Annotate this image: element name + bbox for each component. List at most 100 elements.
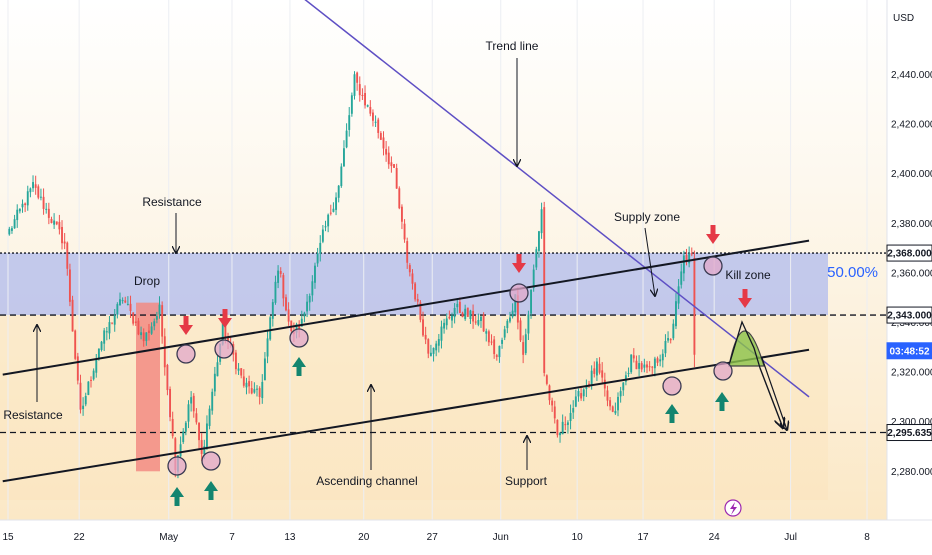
candle-body (190, 397, 193, 404)
candle (361, 88, 364, 101)
candle-body (572, 408, 575, 413)
up-arrow-icon (665, 404, 679, 423)
candle-body (187, 404, 190, 422)
candle-body (574, 396, 577, 407)
candle (234, 349, 237, 375)
candle (140, 326, 143, 340)
candle-body (480, 316, 482, 321)
candle (179, 436, 182, 459)
candle (121, 297, 124, 304)
candle (132, 312, 135, 326)
lightning-icon[interactable] (724, 499, 742, 517)
candle (24, 202, 27, 213)
candle-body (387, 152, 390, 165)
candle (166, 363, 169, 396)
candle (487, 329, 490, 346)
candle (216, 354, 219, 377)
candle (624, 371, 627, 386)
candle-body (374, 121, 377, 123)
supply-zone-pointer (644, 227, 655, 296)
candle (308, 293, 311, 311)
candle (195, 408, 198, 425)
candle-body (50, 218, 53, 223)
candle (82, 397, 85, 416)
candle-body (300, 318, 303, 327)
candle (256, 385, 258, 397)
candle (61, 220, 63, 250)
candle (461, 311, 464, 318)
drop-box (136, 302, 160, 472)
candle (501, 337, 504, 349)
candle-body (140, 332, 143, 336)
candle (271, 299, 274, 327)
candle-body (227, 336, 229, 342)
candle (58, 214, 61, 235)
candle (393, 164, 395, 168)
candle-body (184, 422, 187, 432)
candle-body (590, 370, 593, 385)
candle (664, 334, 667, 358)
candle-last (693, 250, 696, 368)
candle-body (105, 331, 108, 333)
price-tag-label: 2,368.000 (887, 249, 932, 260)
candle (145, 332, 148, 346)
candle-body (458, 301, 461, 313)
price-tag-box (886, 306, 932, 324)
candle (667, 331, 670, 343)
candle-body (158, 304, 161, 315)
candle-body (314, 265, 316, 283)
candle (111, 322, 114, 325)
candle (150, 322, 153, 335)
time-axis[interactable]: 15 22 May 7 13 20 27 Jun 10 17 24 Jul 8 (0, 519, 932, 550)
y-tick-label: 2,400.000 (891, 169, 932, 180)
candle-body (427, 339, 430, 354)
price-tag-box (886, 342, 932, 360)
candle (522, 335, 525, 364)
candle (498, 345, 501, 363)
candle-body (516, 295, 519, 323)
candle-body (198, 422, 200, 441)
candle-body (298, 324, 301, 329)
candle (688, 246, 691, 268)
candle-body (398, 188, 401, 209)
candle (685, 248, 688, 266)
up-arrow-icon (715, 392, 729, 411)
candle-body (79, 382, 82, 410)
candle (303, 311, 306, 323)
candle-body (511, 310, 514, 317)
candle-body (350, 95, 353, 114)
candle (39, 188, 42, 201)
candle (8, 226, 11, 236)
down-arrow-icon (512, 254, 526, 273)
candle (419, 300, 422, 323)
candle-body (18, 208, 21, 212)
candle-body (111, 322, 114, 324)
candle (76, 352, 79, 385)
candle (398, 186, 401, 210)
candle-body (248, 381, 251, 387)
candle-body (295, 324, 298, 333)
x-tick-label: 13 (284, 532, 296, 543)
candle (371, 109, 374, 127)
candle (659, 354, 662, 367)
candle-body (630, 354, 633, 373)
candle-body (145, 332, 148, 341)
candle-body (432, 347, 435, 354)
candle (350, 92, 353, 117)
candle (108, 315, 111, 340)
x-tick-label: 27 (427, 532, 439, 543)
candle (187, 400, 190, 429)
x-tick-label: 20 (358, 532, 370, 543)
candle-body (453, 307, 456, 318)
candle-body (461, 312, 464, 318)
down-arrow-icon (179, 316, 193, 335)
supply-zone-label: Supply zone (614, 210, 680, 224)
candle (630, 354, 633, 374)
candle (490, 334, 493, 346)
candle (445, 313, 448, 330)
touch-circle (201, 451, 221, 471)
price-tag-label: 2,295.635 (887, 428, 932, 439)
candle-body (121, 300, 124, 302)
candle (348, 107, 351, 137)
